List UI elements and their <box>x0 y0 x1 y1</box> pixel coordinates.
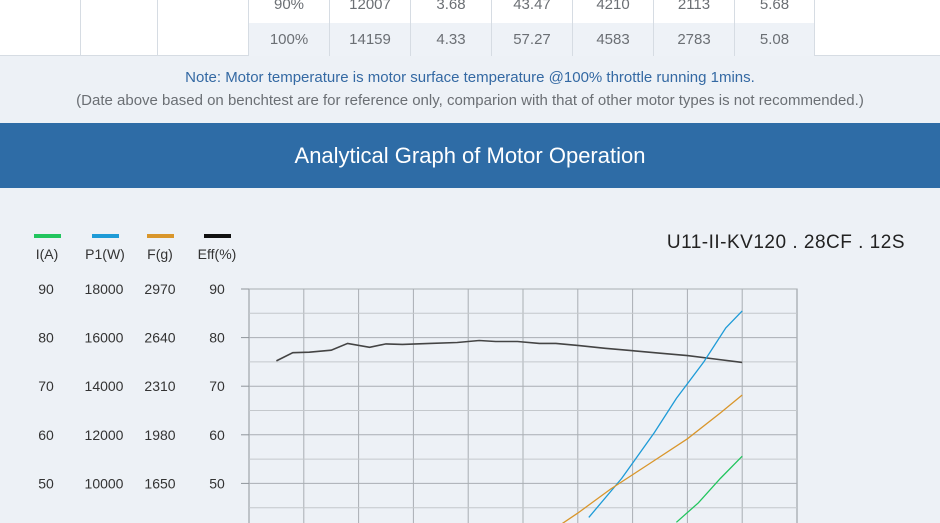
legend-label: F(g) <box>147 246 173 262</box>
y-tick-label: 1980 <box>144 427 175 443</box>
y-tick-label: 70 <box>38 378 54 394</box>
y-tick-label: 2310 <box>144 378 175 394</box>
y-tick-label: 50 <box>209 475 225 491</box>
legend-swatch <box>34 234 61 238</box>
legend-swatch <box>204 234 231 238</box>
legend-swatch <box>147 234 174 238</box>
table-cell: 57.27 <box>491 23 572 56</box>
section-title: Analytical Graph of Motor Operation <box>294 142 646 168</box>
y-tick-label: 16000 <box>85 330 124 346</box>
y-tick-label: 80 <box>209 330 225 346</box>
motor-chart: I(A) P1(W) F(g) Eff(%) 90 80 70 60 50 18000 16000 1… <box>0 188 940 523</box>
spec-table: 90% 12007 3.68 43.47 4210 2113 5.68 100%… <box>0 0 940 56</box>
table-divider <box>80 0 81 56</box>
legend-label: Eff(%) <box>198 246 237 262</box>
legend-label: I(A) <box>36 246 59 262</box>
y-tick-label: 90 <box>209 281 225 297</box>
series-line-p1w <box>588 310 743 518</box>
note-temperature: Note: Motor temperature is motor surface… <box>185 69 755 86</box>
table-divider <box>814 0 815 56</box>
table-cell: 5.08 <box>734 23 814 56</box>
table-cell: 4210 <box>572 0 653 23</box>
y-tick-label: 70 <box>209 378 225 394</box>
y-tick-label: 60 <box>209 427 225 443</box>
y-tick-label: 50 <box>38 475 54 491</box>
y-tick-label: 2970 <box>144 281 175 297</box>
series-line-fg <box>561 394 743 523</box>
table-row: 100% 14159 4.33 57.27 4583 2783 5.08 <box>248 23 814 56</box>
note-disclaimer: (Date above based on benchtest are for r… <box>76 92 864 109</box>
y-tick-label: 90 <box>38 281 54 297</box>
table-divider <box>157 0 158 56</box>
table-cell: 4583 <box>572 23 653 56</box>
table-cell: 12007 <box>329 0 410 23</box>
table-cell: 4.33 <box>410 23 491 56</box>
y-tick-label: 2640 <box>144 330 175 346</box>
table-cell: 14159 <box>329 23 410 56</box>
y-tick-label: 18000 <box>85 281 124 297</box>
y-tick-label: 1650 <box>144 475 175 491</box>
series-line-eff <box>276 339 743 364</box>
series-line-ia <box>675 455 743 523</box>
table-cell: 5.68 <box>734 0 814 23</box>
y-tick-label: 12000 <box>85 427 124 443</box>
y-tick-label: 60 <box>38 427 54 443</box>
legend-swatch <box>92 234 119 238</box>
y-tick-label: 14000 <box>85 378 124 394</box>
table-cell: 100% <box>248 23 329 56</box>
table-cell: 2783 <box>653 23 734 56</box>
table-cell: 43.47 <box>491 0 572 23</box>
y-tick-label: 10000 <box>85 475 124 491</box>
table-cell: 2113 <box>653 0 734 23</box>
table-cell: 90% <box>248 0 329 23</box>
y-tick-label: 80 <box>38 330 54 346</box>
table-row: 90% 12007 3.68 43.47 4210 2113 5.68 <box>248 0 814 23</box>
chart-canvas: I(A) P1(W) F(g) Eff(%) 90 80 70 60 50 18000 16000 1… <box>34 232 905 523</box>
legend-label: P1(W) <box>85 246 125 262</box>
chart-title: U11-II-KV120 . 28CF . 12S <box>667 232 905 253</box>
table-cell: 3.68 <box>410 0 491 23</box>
section-banner: Analytical Graph of Motor Operation <box>0 123 940 188</box>
